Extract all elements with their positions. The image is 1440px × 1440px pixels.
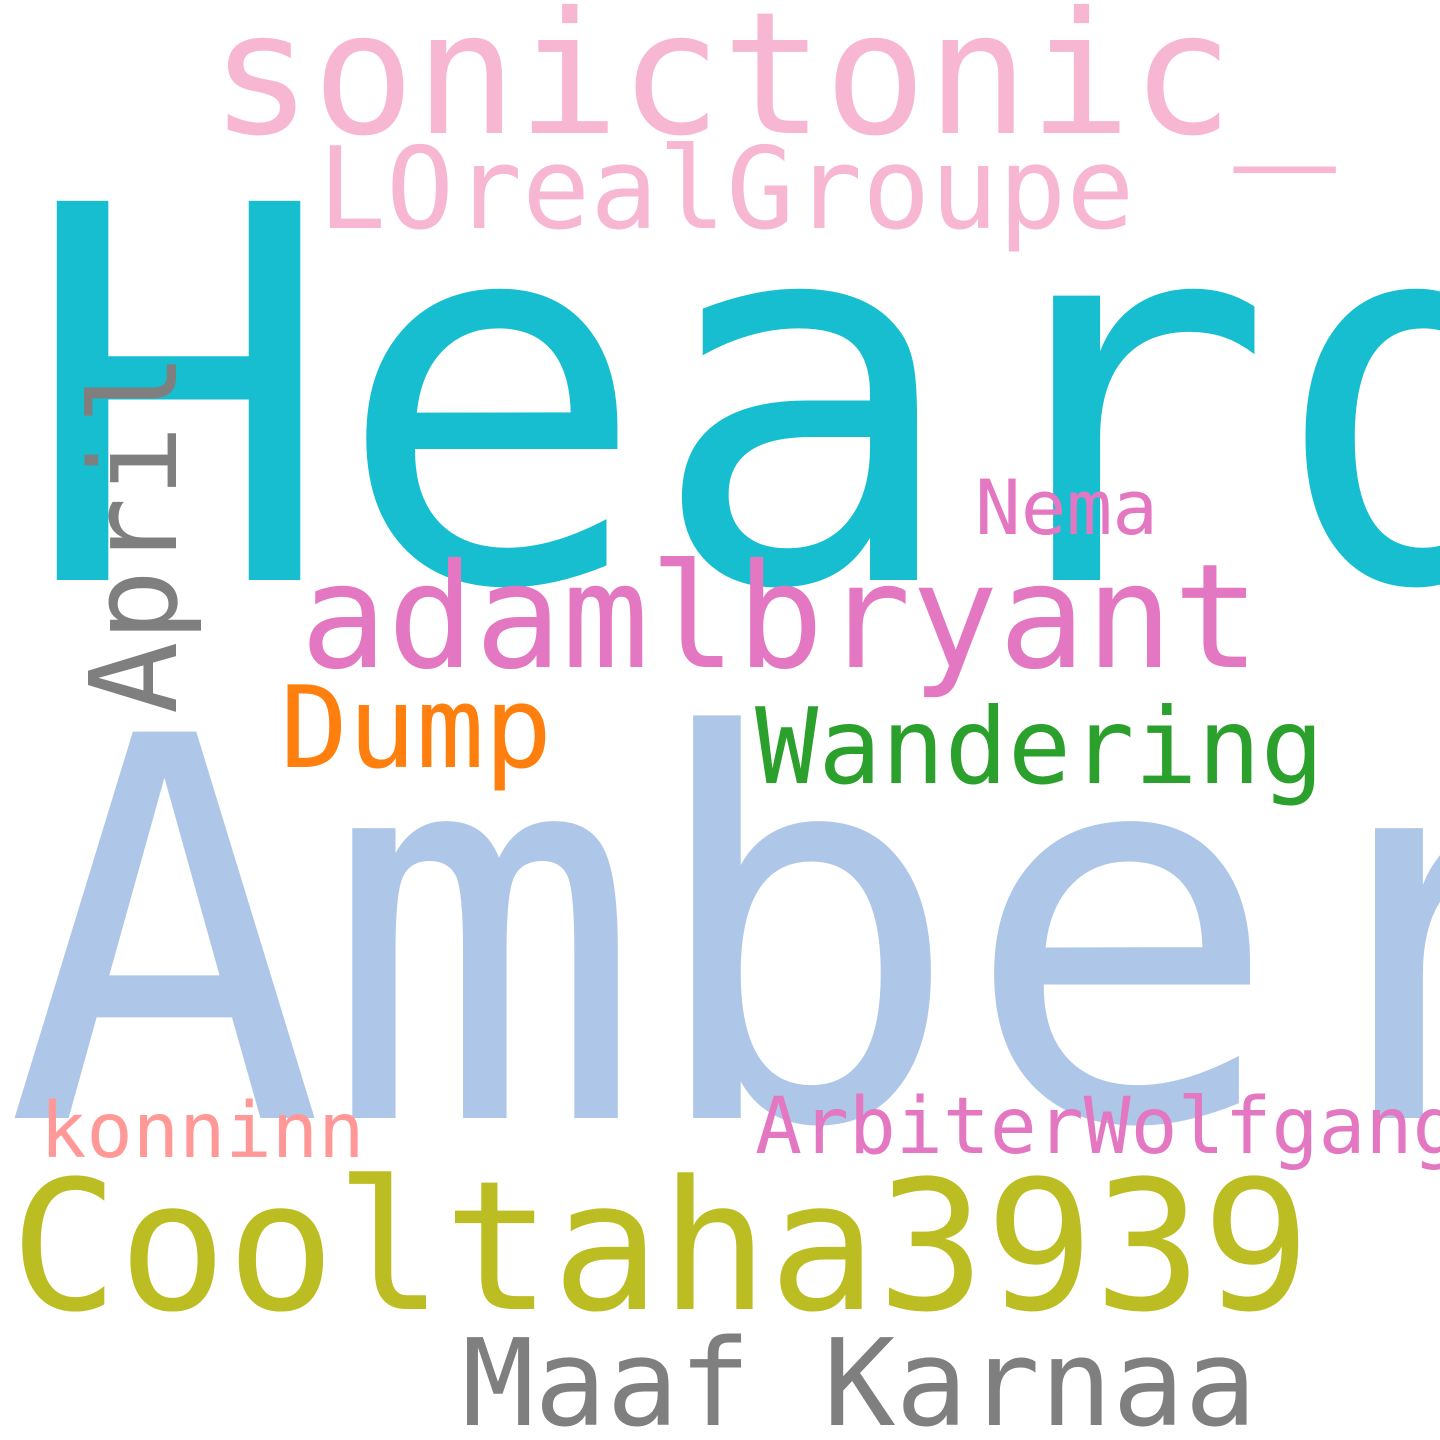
word-lorealgroupe: LOrealGroupe	[318, 123, 1135, 255]
word-cooltaha3939: Cooltaha3939	[10, 1143, 1311, 1352]
word-wandering: Wandering	[755, 686, 1324, 808]
word-adamlbryant: adamlbryant	[300, 533, 1261, 702]
word-april: April	[66, 352, 205, 714]
word-nema: Nema	[975, 463, 1159, 552]
word-sonictonic: sonictonic_	[210, 0, 1336, 174]
word-amber: Amber	[5, 626, 1440, 1243]
word-dump: Dump	[280, 662, 553, 794]
word-heard: Heard	[22, 97, 1440, 703]
word-maaf-karnaa: Maaf_Karnaa	[462, 1315, 1257, 1440]
word-konninn: konninn	[40, 1087, 365, 1176]
word-arbiterwolfgang: ArbiterWolfgang	[755, 1082, 1440, 1172]
